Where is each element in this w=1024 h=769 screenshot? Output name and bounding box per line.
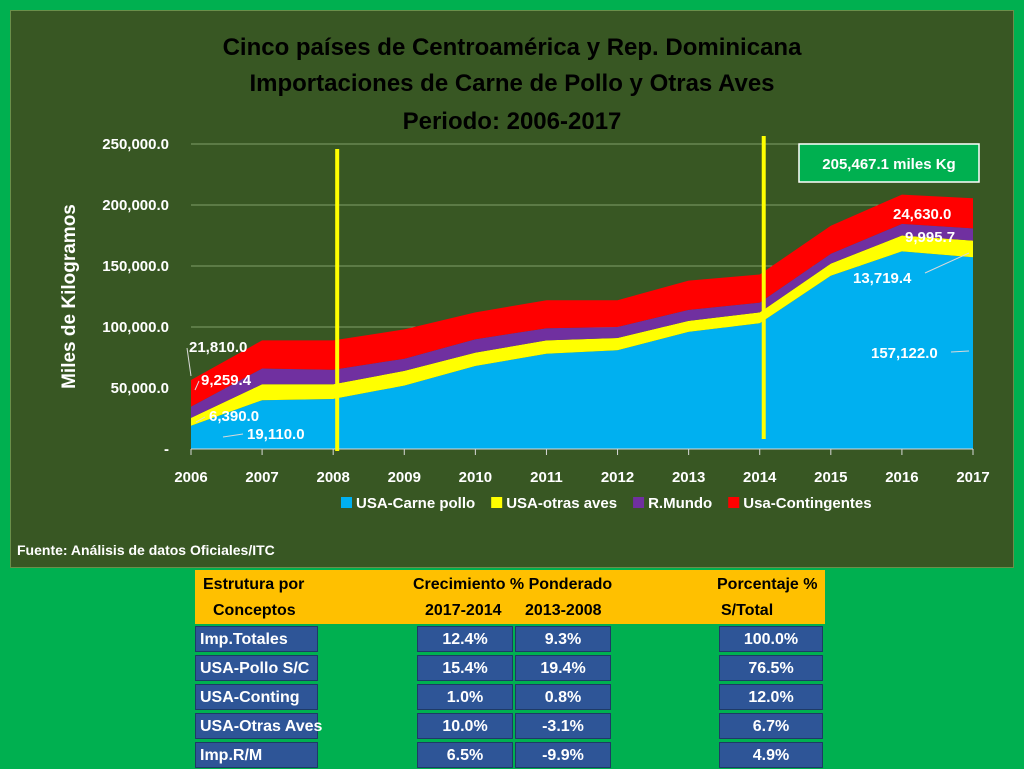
- data-label-2006: 9,259.4: [201, 372, 252, 389]
- area-series-usa-contingentes: [191, 194, 973, 407]
- area-series-r-mundo: [191, 223, 973, 418]
- area-series-usa-carne-pollo: [191, 251, 973, 449]
- growth-2017-2014: 12.4%: [417, 626, 513, 652]
- data-label-leader: [222, 433, 244, 438]
- growth-2013-2008: -9.9%: [515, 742, 611, 768]
- percent-share: 12.0%: [719, 684, 823, 710]
- legend-entry: USA-otras aves: [506, 495, 617, 512]
- y-tick-label: 250,000.0: [102, 136, 169, 153]
- x-tick-label: 2016: [885, 469, 918, 486]
- data-label-leader: [194, 380, 200, 391]
- stacked-area-chart: Cinco países de Centroamérica y Rep. Dom…: [17, 34, 990, 558]
- total-callout-box: [798, 143, 980, 183]
- legend-swatch: [728, 497, 740, 508]
- row-label: Imp.Totales: [195, 626, 318, 652]
- table-header-band: [195, 570, 825, 624]
- header-growth-col2: 2013-2008: [525, 602, 602, 619]
- chart-panel: Cinco países de Centroamérica y Rep. Dom…: [10, 10, 1014, 568]
- growth-2017-2014: 15.4%: [417, 655, 513, 681]
- percent-share: 4.9%: [719, 742, 823, 768]
- y-tick-label: 50,000.0: [111, 380, 169, 397]
- x-tick-label: 2012: [601, 469, 634, 486]
- data-label-2017: 9,995.7: [905, 229, 955, 246]
- data-label-2017: 13,719.4: [853, 270, 912, 287]
- x-tick-label: 2013: [672, 469, 705, 486]
- chart-title-line-1: Cinco países de Centroamérica y Rep. Dom…: [223, 34, 803, 61]
- data-label-leader: [924, 252, 970, 274]
- growth-2017-2014: 1.0%: [417, 684, 513, 710]
- x-tick-label: 2008: [316, 469, 349, 486]
- data-label-2006: 19,110.0: [247, 426, 305, 443]
- x-tick-label: 2006: [174, 469, 207, 486]
- growth-2013-2008: 9.3%: [515, 626, 611, 652]
- growth-2013-2008: 19.4%: [515, 655, 611, 681]
- x-tick-label: 2007: [245, 469, 278, 486]
- header-concept-line1: Estrutura por: [203, 576, 305, 593]
- row-label: USA-Conting: [195, 684, 318, 710]
- data-label-2006: 6,390.0: [209, 408, 259, 425]
- growth-2013-2008: 0.8%: [515, 684, 611, 710]
- data-label-2017: 157,122.0: [871, 345, 938, 362]
- row-label: USA-Pollo S/C: [195, 655, 318, 681]
- legend-swatch: [341, 497, 352, 508]
- percent-share: 100.0%: [719, 626, 823, 652]
- x-tick-label: 2010: [459, 469, 492, 486]
- data-label-2006: 21,810.0: [189, 339, 247, 356]
- row-label: Imp.R/M: [195, 742, 318, 768]
- x-tick-label: 2015: [814, 469, 847, 486]
- growth-2017-2014: 6.5%: [417, 742, 513, 768]
- header-growth-title: Crecimiento % Ponderado: [413, 576, 613, 593]
- percent-share: 76.5%: [719, 655, 823, 681]
- y-axis-label: Miles de Kilogramos: [59, 204, 80, 389]
- total-callout-label: 205,467.1 miles Kg: [822, 156, 955, 173]
- x-tick-label: 2017: [956, 469, 989, 486]
- y-tick-label: 200,000.0: [102, 197, 169, 214]
- y-tick-label: -: [164, 441, 169, 458]
- header-percent-sub: S/Total: [721, 602, 774, 619]
- data-label-leader: [195, 416, 206, 423]
- data-label-leader: [186, 347, 192, 377]
- row-label: USA-Otras Aves: [195, 713, 322, 739]
- growth-2013-2008: -3.1%: [515, 713, 611, 739]
- header-concept-line2: Conceptos: [213, 602, 296, 619]
- growth-2017-2014: 10.0%: [417, 713, 513, 739]
- header-percent-title: Porcentaje %: [717, 576, 818, 593]
- chart-title-line-2: Importaciones de Carne de Pollo y Otras …: [249, 70, 774, 97]
- source-note: Fuente: Análisis de datos Oficiales/ITC: [17, 542, 275, 558]
- legend-entry: USA-Carne pollo: [356, 495, 475, 512]
- x-tick-label: 2014: [743, 469, 777, 486]
- y-tick-label: 150,000.0: [102, 258, 169, 275]
- header-growth-col1: 2017-2014: [425, 602, 502, 619]
- legend-swatch: [633, 497, 645, 508]
- legend-entry: R.Mundo: [648, 495, 712, 512]
- x-tick-label: 2011: [530, 469, 563, 486]
- legend-entry: Usa-Contingentes: [743, 495, 871, 512]
- y-tick-label: 100,000.0: [102, 319, 169, 336]
- x-tick-label: 2009: [388, 469, 421, 486]
- legend-swatch: [491, 497, 503, 508]
- percent-share: 6.7%: [719, 713, 823, 739]
- summary-table: Estrutura por Conceptos Crecimiento % Po…: [195, 570, 825, 768]
- area-series-usa-otras-aves: [191, 235, 973, 426]
- chart-title-line-3: Periodo: 2006-2017: [403, 108, 622, 135]
- data-label-leader: [950, 350, 970, 353]
- data-label-2017: 24,630.0: [893, 206, 951, 223]
